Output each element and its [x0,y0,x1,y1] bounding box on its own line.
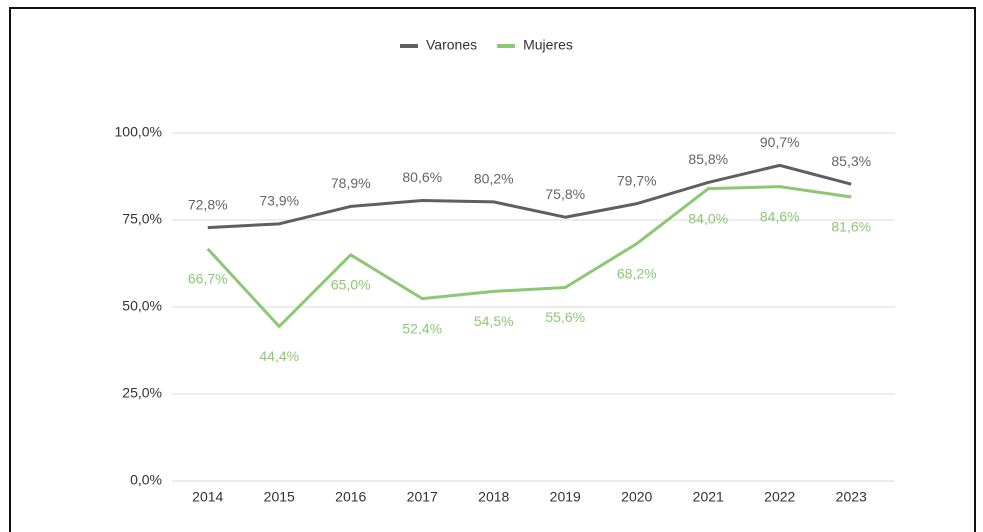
y-tick-label: 50,0% [122,298,162,314]
data-label: 79,7% [617,172,657,188]
data-label: 54,5% [474,313,514,329]
series-line [207,163,852,230]
x-tick-label: 2022 [764,489,795,505]
data-label: 44,4% [259,348,299,364]
data-label: 66,7% [188,271,228,287]
x-tick-label: 2016 [335,489,366,505]
data-label: 68,2% [617,265,657,281]
y-tick-label: 25,0% [122,385,162,401]
x-tick-label: 2021 [693,489,724,505]
legend-label: Mujeres [523,37,573,53]
x-tick-label: 2015 [264,489,295,505]
data-label: 52,4% [402,320,442,336]
data-label: 55,6% [545,309,585,325]
data-label: 84,6% [760,208,800,224]
x-tick-label: 2019 [550,489,581,505]
data-label: 90,7% [760,134,800,150]
data-label: 85,8% [688,151,728,167]
x-tick-label: 2017 [407,489,438,505]
data-label: 84,0% [688,210,728,226]
y-tick-label: 0,0% [130,472,162,488]
x-tick-label: 2023 [836,489,867,505]
x-tick-label: 2014 [192,489,223,505]
frame [9,7,976,532]
y-tick-label: 100,0% [115,124,162,140]
x-tick-label: 2020 [621,489,652,505]
data-label: 81,6% [831,219,871,235]
data-label: 80,6% [402,169,442,185]
y-tick-label: 75,0% [122,211,162,227]
data-label: 72,8% [188,196,228,212]
data-label: 80,2% [474,171,514,187]
x-tick-label: 2018 [478,489,509,505]
data-label: 78,9% [331,175,371,191]
data-label: 73,9% [259,193,299,209]
data-label: 65,0% [331,277,371,293]
series-line [206,185,852,328]
data-label: 75,8% [545,186,585,202]
legend-label: Varones [426,37,477,53]
data-label: 85,3% [831,153,871,169]
